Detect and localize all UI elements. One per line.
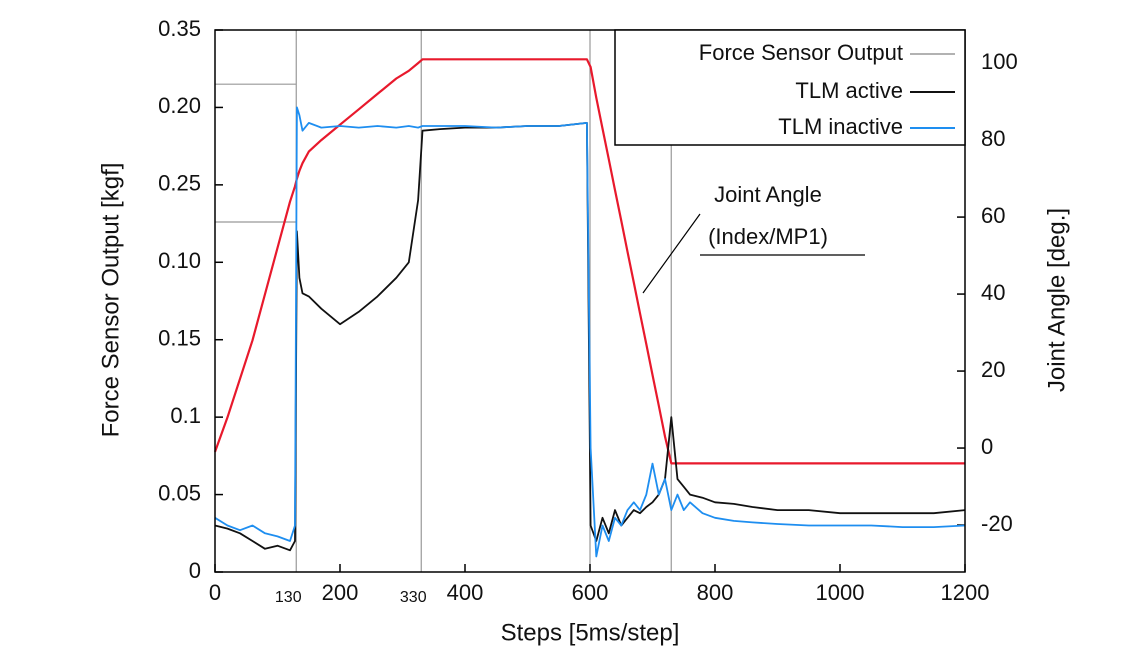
annotation: (Index/MP1): [708, 224, 828, 249]
x-axis-label: Steps [5ms/step]: [501, 619, 680, 646]
y2-tick-label: 40: [981, 280, 1005, 305]
y-tick-label: 0.15: [158, 326, 201, 351]
y-tick-label: 0.05: [158, 480, 201, 505]
x-tick-label: 1000: [816, 580, 865, 605]
y2-tick-label: 60: [981, 203, 1005, 228]
x-mark-label: 130: [275, 589, 302, 606]
y2-axis-label: Joint Angle [deg.]: [1043, 208, 1070, 392]
y-tick-label: 0.10: [158, 248, 201, 273]
y-tick-label: 0.1: [170, 403, 201, 428]
legend-box: [614, 29, 966, 146]
x-mark-label: 330: [400, 589, 427, 606]
x-tick-label: 0: [209, 580, 221, 605]
data-line: [213, 58, 965, 465]
x-tick-label: 200: [322, 580, 359, 605]
y-tick-label: 0.35: [158, 16, 201, 41]
y2-tick-label: 80: [981, 126, 1005, 151]
y-tick-label: 0.20: [158, 93, 201, 118]
y2-tick-label: -20: [981, 511, 1013, 536]
y2-tick-label: 20: [981, 357, 1005, 382]
y-axis-label: Force Sensor Output [kgf]: [97, 163, 124, 438]
x-tick-label: 600: [572, 580, 609, 605]
x-tick-label: 800: [697, 580, 734, 605]
legend-label: TLM inactive: [778, 114, 903, 139]
x-tick-label: 400: [447, 580, 484, 605]
y-tick-label: 0.25: [158, 171, 201, 196]
data-line: [214, 122, 966, 552]
y-tick-label: 0: [189, 558, 201, 583]
data-line: [214, 106, 966, 558]
x-tick-label: 1200: [941, 580, 990, 605]
plot-frame: [214, 29, 966, 573]
legend-label: TLM active: [795, 78, 903, 103]
y2-tick-label: 0: [981, 434, 993, 459]
annotation: Joint Angle: [714, 182, 822, 207]
annotation-arrow: [642, 213, 701, 294]
y2-tick-label: 100: [981, 49, 1018, 74]
legend-title: Force Sensor Output: [699, 40, 903, 65]
